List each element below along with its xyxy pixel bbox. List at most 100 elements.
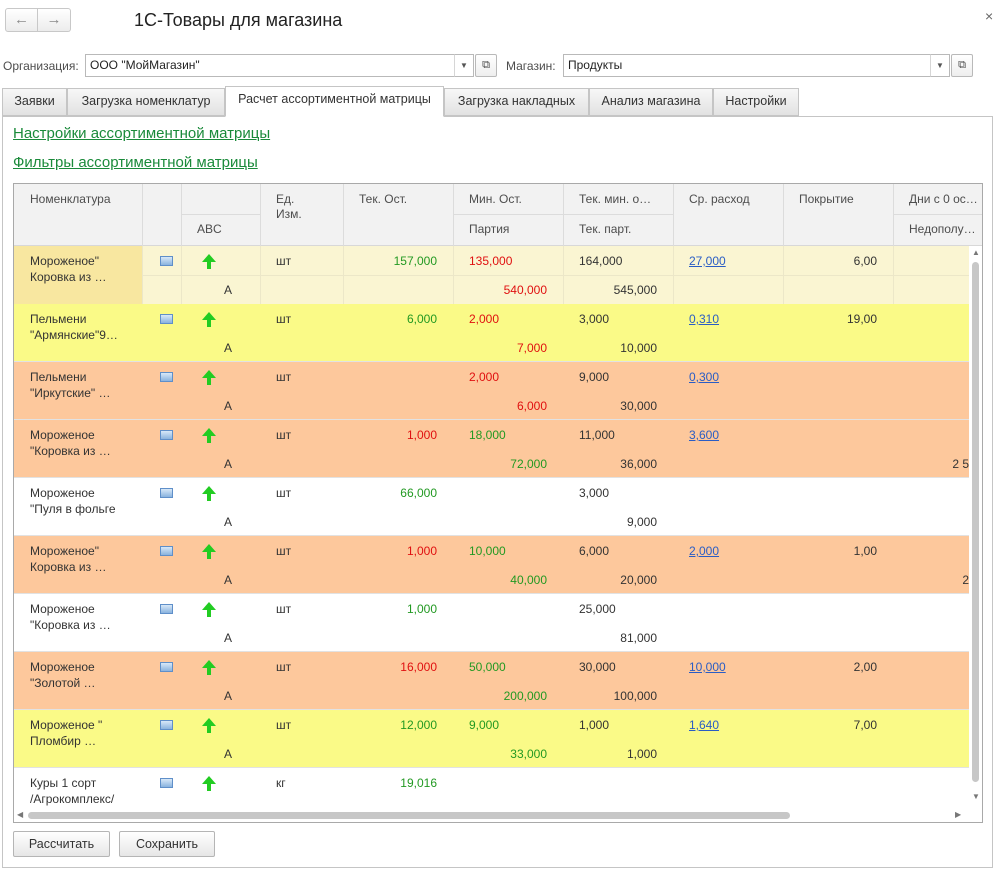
cell-curbatch: 20,000 [620, 573, 657, 587]
chart-icon[interactable] [160, 662, 173, 672]
cell-unit: шт [276, 544, 292, 558]
save-button[interactable]: Сохранить [119, 831, 215, 857]
cell-cov: 1,00 [853, 544, 877, 558]
matrix-settings-link[interactable]: Настройки ассортиментной матрицы [13, 125, 271, 142]
arrow-up-icon-stem [207, 609, 211, 617]
chart-icon[interactable] [160, 488, 173, 498]
arrow-up-icon [202, 370, 216, 378]
chart-icon[interactable] [160, 546, 173, 556]
table-row[interactable]: Мороженое "Пуля в фольге шт A 66,000 3,000 9,0… [14, 478, 969, 536]
vertical-scroll-thumb[interactable] [972, 262, 979, 782]
organization-open-button[interactable]: ⧉ [475, 54, 497, 77]
chevron-down-icon: ▼ [936, 61, 944, 70]
header-shortfall[interactable]: Недополу… [909, 222, 976, 236]
cell-curbatch: 81,000 [620, 631, 657, 645]
tab-requests[interactable]: Заявки [2, 88, 67, 116]
vertical-scrollbar[interactable]: ▲ ▼ [969, 246, 982, 808]
store-dropdown-button[interactable]: ▼ [930, 54, 950, 77]
cell-cov: 6,00 [853, 254, 877, 268]
cell-min: 50,000 [469, 660, 506, 674]
cell-curmin: 9,000 [579, 370, 610, 384]
cell-avg[interactable]: 0,310 [689, 312, 720, 326]
assortment-table[interactable]: Номенклатура ABC Ед. Изм. Тек. Ост. Мин.… [13, 183, 983, 823]
cell-name1: Мороженое [30, 602, 95, 616]
forward-button[interactable]: → [38, 8, 71, 32]
cell-curbatch: 545,000 [613, 283, 657, 297]
arrow-up-icon-stem [207, 261, 211, 269]
scroll-down-icon[interactable]: ▼ [972, 792, 980, 801]
organization-dropdown-button[interactable]: ▼ [454, 54, 474, 77]
scroll-up-icon[interactable]: ▲ [972, 248, 980, 257]
cell-avg[interactable]: 27,000 [689, 254, 726, 268]
cell-abc: A [224, 515, 233, 529]
horizontal-scroll-thumb[interactable] [28, 812, 790, 819]
cell-avg[interactable]: 10,000 [689, 660, 726, 674]
table-row[interactable]: Мороженое "Золотой … шт A 16,000 50,000 200,00… [14, 652, 969, 710]
cell-abc: A [224, 747, 233, 761]
back-button[interactable]: ← [5, 8, 38, 32]
chart-icon[interactable] [160, 372, 173, 382]
header-item[interactable]: Номенклатура [30, 192, 111, 206]
cell-curmin: 164,000 [579, 254, 623, 268]
header-batch[interactable]: Партия [469, 222, 510, 236]
table-row[interactable]: Мороженое "Коровка из … шт A 1,000 18,000 72,0… [14, 420, 969, 478]
table-row[interactable]: Мороженое " Пломбир … шт A 12,000 9,000 33,000… [14, 710, 969, 768]
table-row[interactable]: Пельмени "Армянские"9… шт A 6,000 2,000 7,000 3… [14, 304, 969, 362]
cell-extra: 2 5 [952, 457, 969, 471]
arrow-up-icon [202, 312, 216, 320]
table-row[interactable]: Пельмени "Иркутские" … шт A 2,000 6,000 9,000 3… [14, 362, 969, 420]
cell-avg[interactable]: 0,300 [689, 370, 720, 384]
tab-store-analysis[interactable]: Анализ магазина [589, 88, 713, 116]
calculate-button[interactable]: Рассчитать [13, 831, 110, 857]
tab-assortment-matrix[interactable]: Расчет ассортиментной матрицы [225, 86, 444, 117]
cell-name1: Куры 1 сорт [30, 776, 97, 790]
cell-name2: "Коровка из … [30, 444, 111, 458]
store-open-button[interactable]: ⧉ [951, 54, 973, 77]
cell-name2: "Пуля в фольге [30, 502, 116, 516]
tab-load-invoices[interactable]: Загрузка накладных [444, 88, 589, 116]
header-avg-usage[interactable]: Ср. расход [689, 192, 750, 206]
chart-icon[interactable] [160, 314, 173, 324]
cell-avg[interactable]: 1,640 [689, 718, 720, 732]
table-row[interactable]: Мороженое" Коровка из … шт A 157,000 135,000 5… [14, 246, 969, 304]
store-field[interactable]: Продукты [563, 54, 931, 77]
cell-cov: 19,00 [846, 312, 877, 326]
cell-min: 2,000 [469, 370, 500, 384]
table-row[interactable]: Куры 1 сорт/Агрокомплекс/кг 19,016 [14, 768, 969, 808]
arrow-up-icon-stem [207, 377, 211, 385]
table-row[interactable]: Мороженое" Коровка из … шт A 1,000 10,000 40,0… [14, 536, 969, 594]
arrow-up-icon-stem [207, 319, 211, 327]
header-current-batch[interactable]: Тек. парт. [579, 222, 632, 236]
tab-settings[interactable]: Настройки [713, 88, 799, 116]
header-min-stock[interactable]: Мин. Ост. [469, 192, 522, 206]
header-abc[interactable]: ABC [197, 222, 222, 236]
horizontal-scrollbar[interactable]: ◀ ▶ [14, 808, 969, 822]
header-coverage[interactable]: Покрытие [799, 192, 854, 206]
close-icon[interactable]: × [985, 8, 994, 24]
cell-name1: Мороженое " [30, 718, 103, 732]
tab-load-nomenclature[interactable]: Загрузка номенклатур [67, 88, 225, 116]
matrix-filters-link[interactable]: Фильтры ассортиментной матрицы [13, 154, 258, 171]
header-zero-days[interactable]: Дни с 0 ос… [909, 192, 978, 206]
table-body: Мороженое" Коровка из … шт A 157,000 135,000 5… [14, 246, 969, 808]
cell-stock: 6,000 [406, 312, 437, 326]
chart-icon[interactable] [160, 430, 173, 440]
chart-icon[interactable] [160, 720, 173, 730]
cell-curbatch: 30,000 [620, 399, 657, 413]
cell-abc: A [224, 689, 233, 703]
organization-field[interactable]: ООО "МойМагазин" [85, 54, 455, 77]
scroll-left-icon[interactable]: ◀ [17, 810, 24, 819]
cell-abc: A [224, 573, 233, 587]
cell-avg[interactable]: 3,600 [689, 428, 720, 442]
cell-curbatch: 100,000 [613, 689, 657, 703]
cell-curmin: 25,000 [579, 602, 616, 616]
chart-icon[interactable] [160, 778, 173, 788]
cell-avg[interactable]: 2,000 [689, 544, 720, 558]
header-stock[interactable]: Тек. Ост. [359, 192, 408, 206]
chart-icon[interactable] [160, 256, 173, 266]
header-current-min[interactable]: Тек. мин. о… [579, 192, 652, 206]
table-row[interactable]: Мороженое "Коровка из … шт A 1,000 25,000 81,0… [14, 594, 969, 652]
chart-icon[interactable] [160, 604, 173, 614]
scroll-right-icon[interactable]: ▶ [955, 810, 962, 819]
header-unit[interactable]: Ед. Изм. [276, 192, 302, 221]
